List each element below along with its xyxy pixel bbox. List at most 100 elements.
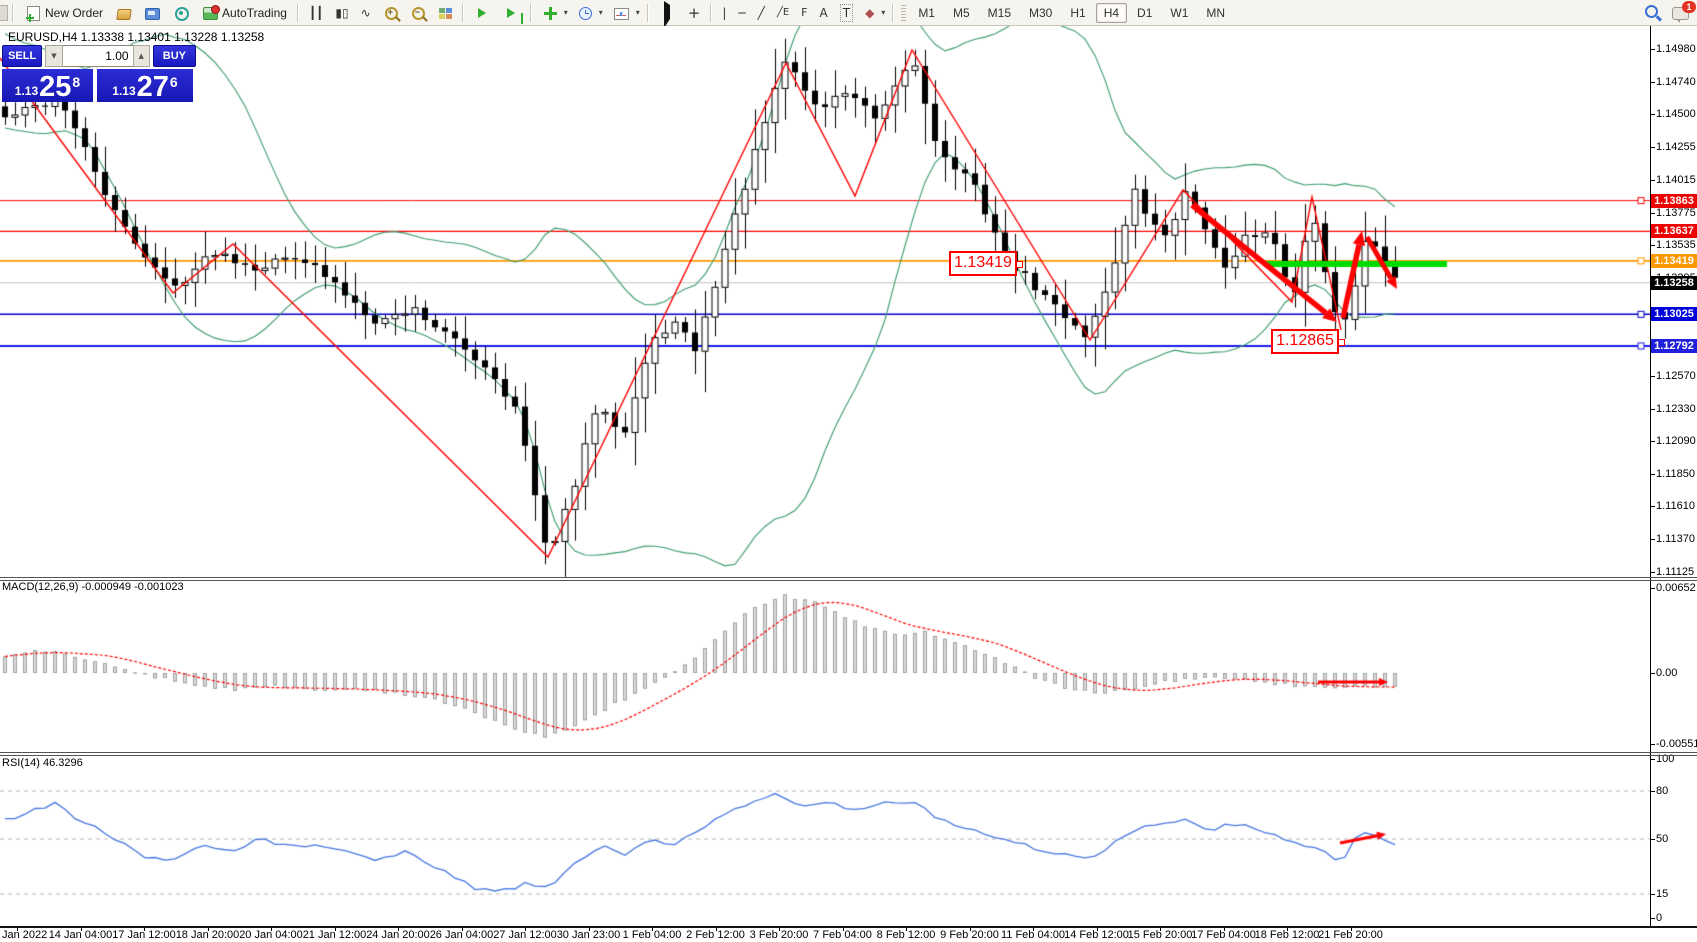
candlestick-chart-button[interactable]: ▮▯ — [330, 2, 353, 24]
timeframe-m15[interactable]: M15 — [987, 5, 1011, 20]
horizontal-line-tool[interactable]: ─ — [733, 2, 750, 24]
chart-shift-button[interactable] — [498, 2, 525, 24]
buy-price-point: 6 — [169, 74, 178, 90]
buy-button[interactable]: BUY — [152, 45, 196, 67]
chart-canvas[interactable] — [0, 26, 1650, 927]
price-tick-mark — [1650, 473, 1655, 475]
zoom-out-button[interactable]: − — [405, 2, 430, 24]
clipped-icon — [0, 5, 8, 21]
timeframe-m30[interactable]: M30 — [1029, 5, 1053, 20]
price-badge: 1.13863 — [1651, 193, 1697, 208]
autotrading-button[interactable]: AutoTrading — [196, 2, 292, 24]
vertical-line-tool[interactable]: | — [717, 2, 731, 24]
price-badge: 1.13025 — [1651, 307, 1697, 322]
timeframe-w1[interactable]: W1 — [1170, 5, 1189, 20]
new-order-label: New Order — [45, 5, 104, 20]
price-tick-label: 1.14255 — [1656, 141, 1696, 154]
buy-price-display[interactable]: 1.13 27 6 — [97, 69, 193, 102]
search-icon — [1645, 4, 1658, 18]
line-chart-button[interactable]: ∿ — [356, 2, 376, 24]
price-tick-mark — [1650, 49, 1655, 50]
indicators-button[interactable] — [537, 2, 562, 24]
rsi-tick-mark — [1650, 918, 1655, 919]
price-badge: 1.13637 — [1651, 224, 1697, 239]
rsi-tick-label: 0 — [1656, 912, 1663, 924]
text-tool[interactable]: A — [815, 2, 833, 24]
time-tick-mark — [779, 927, 780, 931]
time-tick-mark — [80, 927, 82, 931]
volume-input[interactable] — [62, 45, 133, 67]
volume-decrease-button[interactable]: ▼ — [45, 45, 63, 67]
timeframe-mn[interactable]: MN — [1206, 5, 1226, 20]
timeframe-m1[interactable]: M1 — [918, 5, 935, 20]
price-tick-mark — [1650, 147, 1655, 149]
pane-separator[interactable] — [0, 580, 1697, 581]
timeframe-m5[interactable]: M5 — [952, 5, 970, 20]
chat-button[interactable]: 1 — [1672, 0, 1696, 23]
templates-dropdown[interactable]: ▾ — [635, 8, 640, 17]
channel-icon: ╱E — [776, 6, 790, 18]
fibonacci-tool[interactable]: F — [796, 2, 812, 24]
time-axis-label: 17 Jan 12:00 — [112, 929, 176, 941]
rsi-tick-mark — [1650, 759, 1655, 760]
new-order-button[interactable]: New Order — [19, 2, 108, 24]
sell-button[interactable]: SELL — [2, 45, 43, 67]
pane-separator[interactable] — [0, 755, 1697, 756]
time-tick-mark — [461, 927, 463, 931]
signals-button[interactable] — [167, 2, 194, 24]
rsi-tick-label: 15 — [1656, 888, 1669, 900]
cursor-tool-button[interactable] — [654, 0, 681, 28]
time-axis-label: 8 Feb 12:00 — [876, 929, 936, 941]
price-badge: 1.12792 — [1651, 338, 1697, 353]
macd-tick-label: 0.00652 — [1656, 582, 1696, 594]
time-tick-mark — [271, 927, 272, 931]
auto-scroll-button[interactable] — [469, 2, 496, 24]
indicators-dropdown[interactable]: ▾ — [563, 8, 568, 17]
arrows-tool[interactable]: ◆ — [860, 2, 879, 24]
price-annotation-box[interactable]: 1.12865 — [1271, 329, 1345, 354]
indicators-icon — [543, 6, 557, 20]
channel-tool[interactable]: ╱E — [772, 2, 794, 24]
volume-increase-button[interactable]: ▲ — [132, 45, 150, 67]
time-tick-mark — [207, 927, 209, 931]
price-annotation-box[interactable]: 1.13419 — [949, 251, 1023, 276]
chart-profile-button[interactable] — [110, 2, 136, 24]
crosshair-icon: + — [687, 3, 701, 22]
timeframe-d1[interactable]: D1 — [1137, 5, 1153, 20]
time-tick-mark — [588, 927, 590, 931]
horizontal-line-icon: ─ — [738, 5, 746, 20]
time-tick-mark — [842, 927, 844, 931]
crosshair-tool-button[interactable]: + — [683, 2, 706, 24]
cursor-icon — [663, 0, 670, 28]
arrows-dropdown[interactable]: ▾ — [881, 8, 886, 17]
bar-chart-button[interactable]: ┃┃ — [304, 2, 328, 24]
periods-dropdown[interactable]: ▾ — [598, 8, 603, 17]
search-button[interactable] — [1645, 4, 1662, 21]
price-tick-mark — [1650, 441, 1655, 443]
pane-separator[interactable] — [0, 752, 1697, 753]
price-tick-label: 1.14500 — [1656, 108, 1696, 121]
macd-tick-mark — [1650, 588, 1655, 589]
line-chart-icon: ∿ — [360, 5, 371, 20]
tile-windows-button[interactable] — [432, 2, 457, 24]
trendline-tool[interactable]: ╱ — [753, 2, 770, 24]
macd-tick-label: 0.00 — [1656, 667, 1678, 679]
timeframe-h4[interactable]: H4 — [1095, 2, 1128, 23]
pane-separator[interactable] — [0, 577, 1697, 578]
templates-button[interactable] — [607, 2, 634, 24]
zoom-out-icon: − — [411, 6, 425, 20]
time-tick-mark — [17, 927, 18, 931]
price-tick-label: 1.11125 — [1656, 566, 1695, 579]
zoom-in-button[interactable]: + — [378, 2, 403, 24]
chart-shift-icon — [506, 7, 523, 24]
sell-price-display[interactable]: 1.13 25 8 — [2, 69, 93, 102]
toolbar-right: 1 — [1645, 0, 1696, 23]
time-tick-mark — [652, 927, 653, 931]
periods-button[interactable] — [572, 2, 597, 24]
text-label-tool[interactable]: T — [835, 2, 858, 24]
timeframe-h1[interactable]: H1 — [1070, 5, 1086, 20]
toolbar: New Order AutoTrading ┃┃ ▮▯ ∿ + − ▾ ▾ ▾ … — [0, 0, 1697, 28]
templates-icon — [613, 7, 629, 20]
terminal-button[interactable] — [138, 2, 165, 24]
